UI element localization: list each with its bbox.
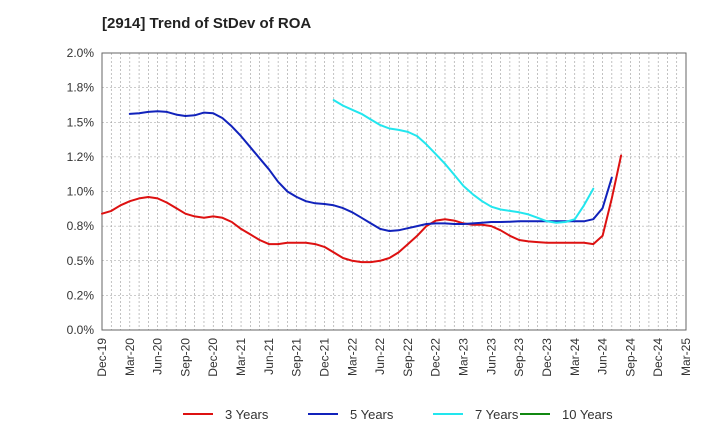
x-tick-label: Jun-20 — [151, 338, 165, 375]
y-axis-ticks: 0.0% 0.2% 0.5% 0.8% 1.0% 1.2% 1.5% 1.8% 2.0% — [67, 46, 95, 337]
y-tick-label: 0.8% — [67, 219, 95, 233]
y-tick-label: 1.8% — [67, 81, 95, 95]
series-line-7-years — [332, 99, 595, 224]
series-line-5-years — [128, 110, 613, 232]
x-tick-label: Mar-24 — [568, 338, 582, 376]
y-tick-label: 1.0% — [67, 185, 95, 199]
series-lines — [101, 99, 623, 264]
legend-label: 3 Years — [225, 407, 269, 422]
x-tick-label: Sep-23 — [512, 338, 526, 377]
y-tick-label: 1.5% — [67, 115, 95, 129]
plot-area-border — [101, 52, 687, 331]
x-tick-label: Mar-23 — [457, 338, 471, 376]
x-tick-label: Mar-22 — [345, 338, 359, 376]
x-tick-label: Dec-22 — [429, 338, 443, 377]
x-tick-label: Dec-20 — [206, 338, 220, 377]
grid — [102, 53, 686, 330]
y-tick-label: 0.5% — [67, 254, 95, 268]
y-tick-label: 2.0% — [67, 46, 95, 60]
x-tick-label: Mar-21 — [234, 338, 248, 376]
y-tick-label: 1.2% — [67, 150, 95, 164]
x-tick-label: Jun-23 — [484, 338, 498, 375]
x-tick-label: Mar-25 — [679, 338, 693, 376]
x-tick-label: Jun-21 — [262, 338, 276, 375]
legend-label: 10 Years — [562, 407, 613, 422]
x-tick-label: Sep-22 — [401, 338, 415, 377]
x-axis-ticks: Dec-19 Mar-20 Jun-20 Sep-20 Dec-20 Mar-21 Jun-… — [95, 338, 693, 377]
legend-label: 7 Years — [475, 407, 519, 422]
x-tick-label: Jun-24 — [596, 338, 610, 375]
x-tick-label: Sep-24 — [623, 338, 637, 377]
plot-frame — [101, 52, 687, 331]
x-tick-label: Dec-24 — [651, 338, 665, 377]
x-tick-label: Dec-19 — [95, 338, 109, 377]
x-tick-label: Sep-20 — [178, 338, 192, 377]
x-tick-label: Dec-23 — [540, 338, 554, 377]
x-tick-label: Mar-20 — [123, 338, 137, 376]
y-tick-label: 0.0% — [67, 323, 95, 337]
chart-title: [2914] Trend of StDev of ROA — [102, 15, 312, 32]
y-tick-label: 0.2% — [67, 288, 95, 302]
x-tick-label: Sep-21 — [290, 338, 304, 377]
x-tick-label: Dec-21 — [317, 338, 331, 377]
series-line-3-years — [101, 154, 623, 264]
x-tick-label: Jun-22 — [373, 338, 387, 375]
legend-label: 5 Years — [350, 407, 394, 422]
legend: 3 Years 5 Years 7 Years 10 Years — [183, 407, 613, 422]
